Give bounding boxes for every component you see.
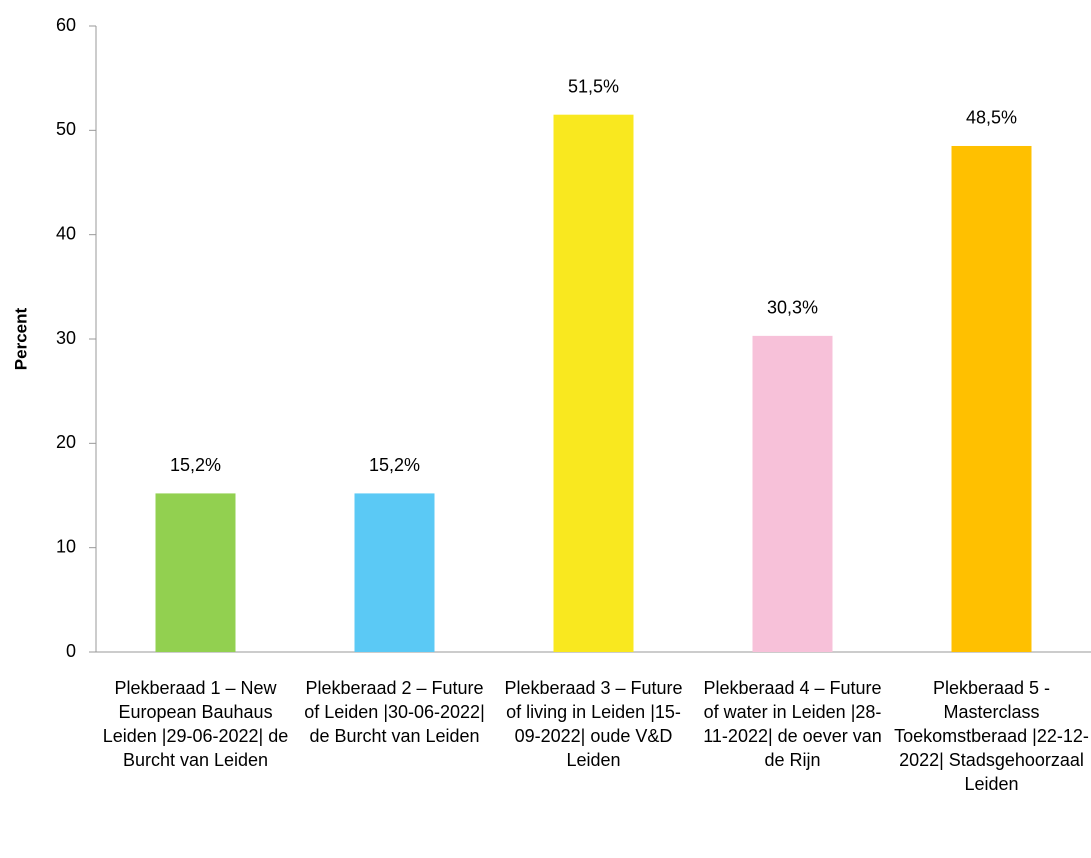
x-tick-label: Plekberaad 5 - Masterclass Toekomstberaa… [894, 678, 1089, 794]
y-tick-label: 0 [66, 641, 76, 661]
y-tick-label: 40 [56, 223, 76, 243]
y-tick-label: 10 [56, 536, 76, 556]
x-tick-label: Plekberaad 3 – Future of living in Leide… [504, 678, 683, 770]
bar [752, 335, 833, 652]
value-label: 30,3% [767, 298, 818, 318]
bar [553, 114, 634, 652]
bar [951, 145, 1032, 652]
y-tick-label: 20 [56, 432, 76, 452]
bar [354, 493, 435, 652]
y-tick-label: 60 [56, 15, 76, 35]
value-label: 51,5% [568, 76, 619, 96]
y-axis-title: Percent [11, 307, 30, 370]
x-tick-label: Plekberaad 4 – Future of water in Leiden… [703, 678, 882, 770]
x-tick-label: Plekberaad 1 – New European Bauhaus Leid… [102, 678, 289, 770]
x-tick-label: Plekberaad 2 – Future of Leiden |30-06-2… [304, 678, 485, 746]
bar [155, 493, 236, 652]
value-label: 15,2% [369, 455, 420, 475]
value-label: 15,2% [170, 455, 221, 475]
y-tick-label: 30 [56, 328, 76, 348]
value-label: 48,5% [966, 108, 1017, 128]
y-tick-label: 50 [56, 119, 76, 139]
